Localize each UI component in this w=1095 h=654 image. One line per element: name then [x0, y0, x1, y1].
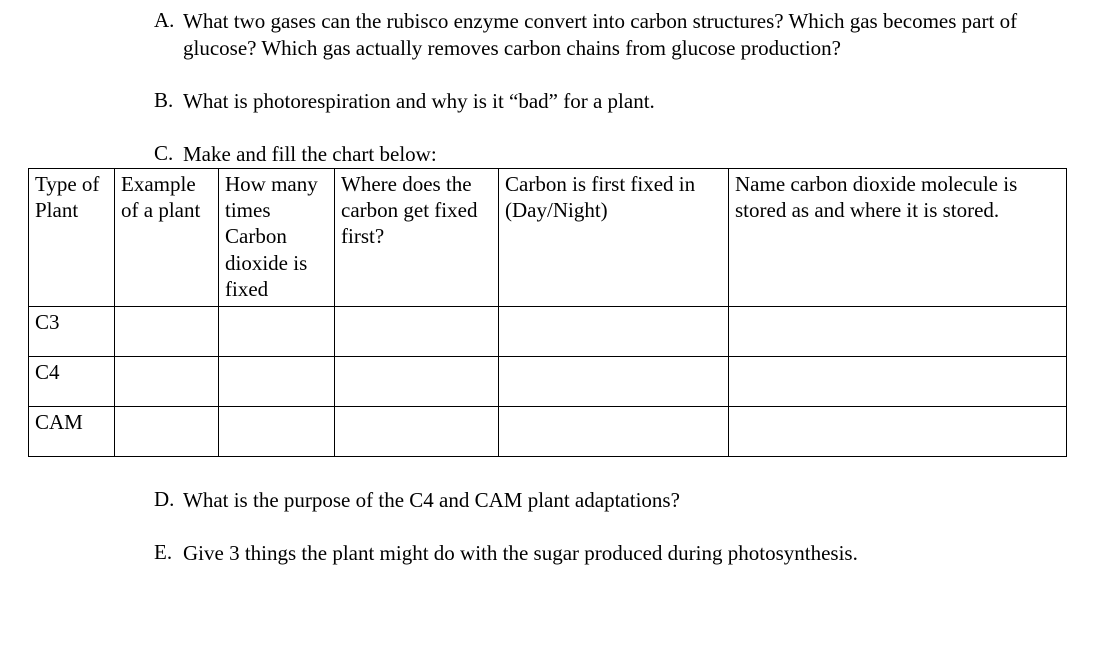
row-c4-molecule [729, 356, 1067, 406]
row-c3-times [219, 306, 335, 356]
row-cam-molecule [729, 406, 1067, 456]
question-a: A. What two gases can the rubisco enzyme… [28, 8, 1067, 62]
question-e-text: Give 3 things the plant might do with th… [183, 540, 1067, 567]
row-cam-where [335, 406, 499, 456]
row-c3-daynight [499, 306, 729, 356]
question-c-text: Make and fill the chart below: [183, 141, 1067, 168]
table-row: CAM [29, 406, 1067, 456]
col-header-where: Where does the carbon get fixed first? [335, 168, 499, 306]
question-c-marker: C. [28, 141, 183, 166]
row-c4-daynight [499, 356, 729, 406]
row-cam-example [115, 406, 219, 456]
worksheet-page: A. What two gases can the rubisco enzyme… [0, 0, 1095, 567]
question-e-marker: E. [28, 540, 183, 565]
row-c4-where [335, 356, 499, 406]
question-a-text: What two gases can the rubisco enzyme co… [183, 8, 1067, 62]
col-header-times: How many times Carbon dioxide is fixed [219, 168, 335, 306]
question-c: C. Make and fill the chart below: [28, 141, 1067, 168]
question-d: D. What is the purpose of the C4 and CAM… [28, 487, 1067, 514]
row-cam-daynight [499, 406, 729, 456]
question-d-marker: D. [28, 487, 183, 512]
question-e: E. Give 3 things the plant might do with… [28, 540, 1067, 567]
row-cam-times [219, 406, 335, 456]
row-cam-label: CAM [29, 406, 115, 456]
question-a-marker: A. [28, 8, 183, 33]
row-c4-times [219, 356, 335, 406]
table-row: C4 [29, 356, 1067, 406]
question-b-text: What is photorespiration and why is it “… [183, 88, 1067, 115]
col-header-example: Example of a plant [115, 168, 219, 306]
row-c3-molecule [729, 306, 1067, 356]
question-b-marker: B. [28, 88, 183, 113]
plant-type-table: Type of Plant Example of a plant How man… [28, 168, 1067, 457]
row-c4-example [115, 356, 219, 406]
row-c3-label: C3 [29, 306, 115, 356]
row-c3-example [115, 306, 219, 356]
table-header-row: Type of Plant Example of a plant How man… [29, 168, 1067, 306]
question-b: B. What is photorespiration and why is i… [28, 88, 1067, 115]
row-c3-where [335, 306, 499, 356]
col-header-type: Type of Plant [29, 168, 115, 306]
row-c4-label: C4 [29, 356, 115, 406]
col-header-daynight: Carbon is first fixed in (Day/Night) [499, 168, 729, 306]
table-row: C3 [29, 306, 1067, 356]
question-d-text: What is the purpose of the C4 and CAM pl… [183, 487, 1067, 514]
col-header-molecule: Name carbon dioxide molecule is stored a… [729, 168, 1067, 306]
